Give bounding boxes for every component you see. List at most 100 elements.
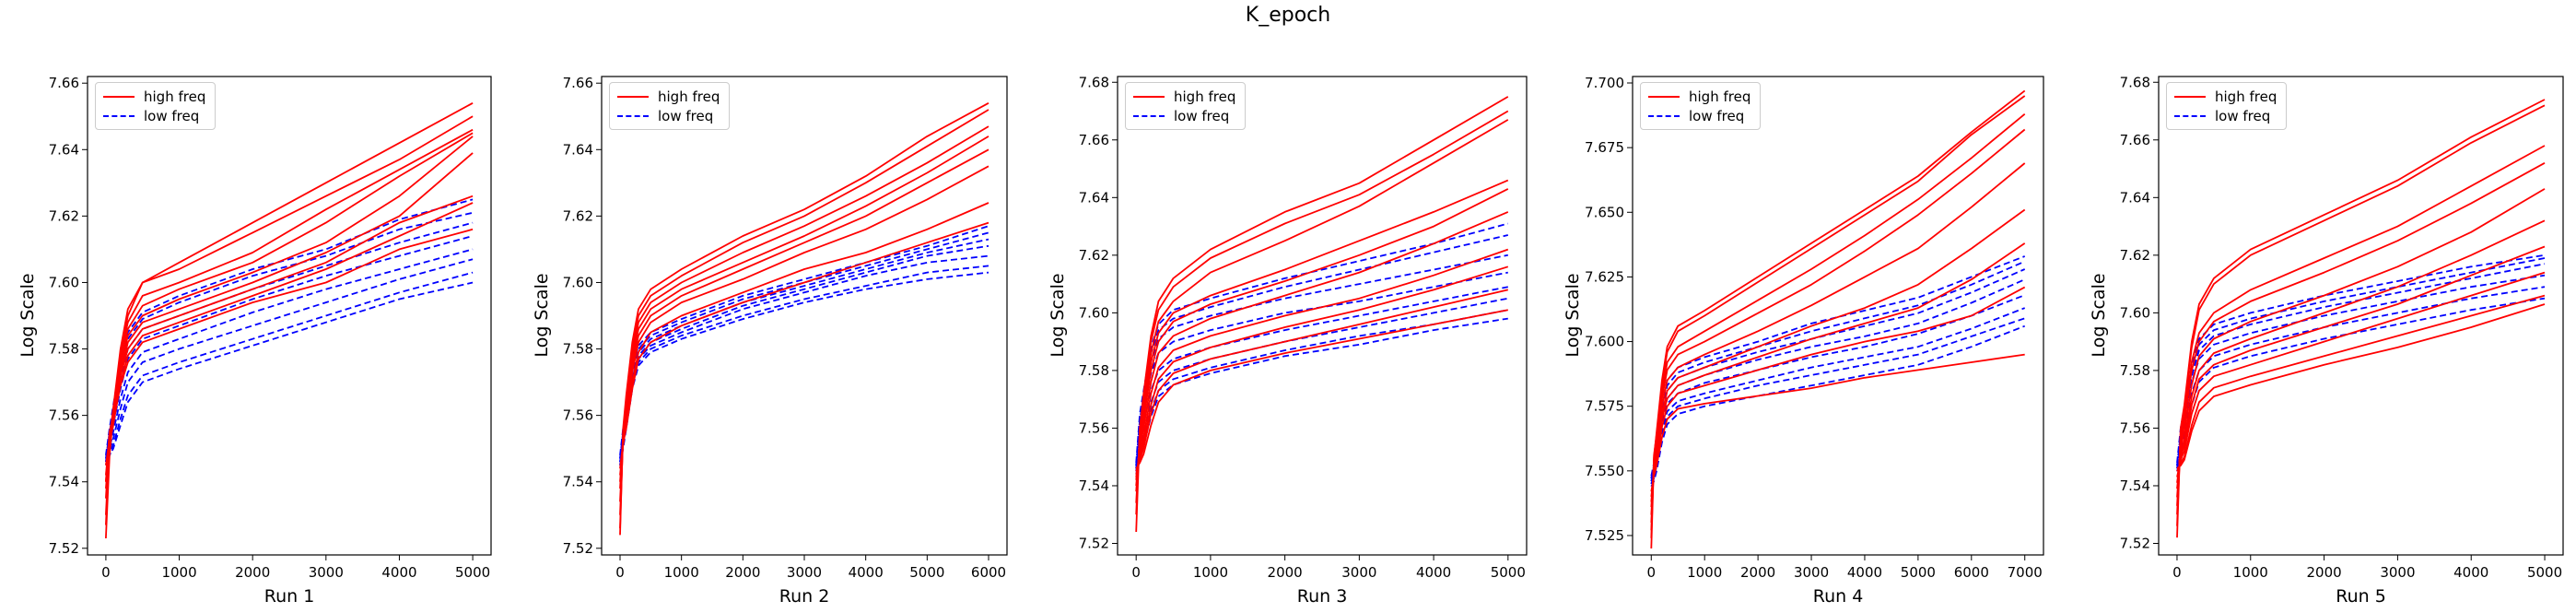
x-axis-label: Run 4	[1812, 586, 1864, 607]
legend: high freq low freq	[1125, 82, 1247, 130]
legend-entry-high-freq: high freq	[1133, 87, 1235, 106]
y-tick-label: 7.66	[563, 75, 593, 91]
x-tick-label: 3000	[787, 564, 822, 581]
legend-entry-high-freq: high freq	[103, 87, 205, 106]
series-line-low-freq	[2176, 286, 2546, 469]
legend-swatch	[617, 95, 649, 98]
y-tick-label: 7.60	[563, 274, 593, 290]
series-line-low-freq	[105, 235, 474, 463]
series-line-low-freq	[2176, 263, 2546, 466]
y-tick-label: 7.64	[2120, 189, 2150, 206]
x-tick-label: 0	[1646, 564, 1656, 581]
series-group	[1650, 89, 2026, 549]
legend: high freq low freq	[2166, 82, 2288, 130]
y-tick-label: 7.650	[1585, 204, 1624, 220]
x-tick-label: 4000	[1847, 564, 1882, 581]
y-tick-label: 7.62	[2120, 247, 2150, 264]
series-group	[105, 102, 474, 539]
legend-entry-low-freq: low freq	[1648, 106, 1751, 125]
series-line-high-freq	[1135, 248, 1509, 477]
y-axis-label: Log Scale	[18, 272, 38, 358]
x-tick-label: 7000	[2008, 564, 2043, 581]
y-tick-label: 7.62	[563, 207, 593, 224]
legend-swatch	[1133, 95, 1165, 98]
y-tick-label: 7.56	[563, 407, 593, 424]
series-line-high-freq	[2176, 145, 2546, 515]
series-line-low-freq	[105, 271, 474, 456]
series-line-low-freq	[105, 258, 474, 459]
x-tick-label: 5000	[1491, 564, 1526, 581]
x-tick-label: 4000	[381, 564, 416, 581]
y-tick-label: 7.52	[563, 540, 593, 557]
series-line-high-freq	[2176, 219, 2546, 489]
legend-label: high freq	[1689, 88, 1751, 105]
series-line-low-freq	[619, 225, 989, 456]
series-line-low-freq	[619, 231, 989, 459]
chart-panel-run-4: 0 1000 2000 3000 4000 5000 6000 7000 7.525 7.550 7…	[1548, 55, 2045, 613]
x-tick-label: 0	[101, 564, 111, 581]
x-tick-label: 5000	[1901, 564, 1936, 581]
legend-label: high freq	[2215, 88, 2277, 105]
series-line-low-freq	[619, 271, 989, 466]
legend-swatch	[103, 95, 135, 98]
series-line-high-freq	[2176, 162, 2546, 506]
y-tick-label: 7.60	[2120, 304, 2150, 321]
legend: high freq low freq	[1640, 82, 1762, 130]
chart-svg: 0 1000 2000 3000 4000 5000 6000 7000 7.525 7.550 7…	[1585, 75, 2044, 581]
legend-label: high freq	[658, 88, 720, 105]
series-line-high-freq	[1135, 110, 1509, 515]
y-tick-label: 7.550	[1585, 463, 1624, 479]
x-tick-label: 2000	[235, 564, 270, 581]
series-line-high-freq	[2176, 303, 2546, 469]
axes-frame	[2158, 76, 2564, 556]
y-tick-label: 7.62	[49, 207, 79, 224]
series-line-high-freq	[1650, 208, 2026, 508]
x-tick-label: 3000	[2380, 564, 2415, 581]
x-tick-label: 2000	[1740, 564, 1775, 581]
y-axis-label: Log Scale	[1563, 272, 1583, 358]
series-line-low-freq	[2176, 274, 2546, 469]
y-tick-label: 7.66	[49, 75, 79, 91]
series-line-low-freq	[1135, 317, 1508, 475]
series-line-high-freq	[1650, 286, 2026, 498]
x-tick-label: 2000	[2306, 564, 2341, 581]
y-axis-label: Log Scale	[532, 272, 552, 358]
series-line-low-freq	[1135, 271, 1508, 469]
series-line-high-freq	[2176, 104, 2546, 526]
axes-frame	[87, 76, 492, 556]
legend-swatch	[1648, 95, 1680, 98]
series-line-high-freq	[105, 195, 474, 476]
chart-svg: 0 1000 2000 3000 4000 5000 7.52 7.54 7.56 7.58 7.6…	[2120, 74, 2564, 581]
chart-panel-run-2: 0 1000 2000 3000 4000 5000 6000 7.52 7.54 7.56 7.5…	[516, 55, 1013, 613]
series-line-high-freq	[105, 136, 474, 482]
series-line-low-freq	[619, 265, 989, 466]
legend-swatch	[617, 114, 649, 117]
series-line-high-freq	[619, 221, 989, 469]
x-tick-label: 1000	[161, 564, 196, 581]
series-line-low-freq	[105, 248, 474, 466]
y-tick-label: 7.58	[49, 341, 79, 358]
legend-entry-high-freq: high freq	[617, 87, 720, 106]
series-line-low-freq	[1650, 317, 2025, 485]
y-tick-label: 7.525	[1585, 527, 1624, 544]
series-line-high-freq	[105, 102, 474, 539]
y-tick-label: 7.52	[1079, 535, 1109, 551]
series-group	[2176, 99, 2546, 538]
y-tick-label: 7.64	[1079, 189, 1109, 206]
legend-entry-high-freq: high freq	[2174, 87, 2277, 106]
y-tick-label: 7.58	[1079, 362, 1109, 379]
x-tick-label: 4000	[2453, 564, 2488, 581]
x-tick-label: 3000	[309, 564, 344, 581]
x-tick-label: 1000	[1193, 564, 1228, 581]
legend-label: high freq	[1174, 88, 1236, 105]
axes-frame	[1117, 76, 1528, 556]
y-tick-label: 7.575	[1585, 398, 1624, 415]
x-axis-label: Run 5	[2336, 586, 2386, 607]
series-line-low-freq	[619, 254, 989, 463]
series-line-high-freq	[1650, 128, 2026, 523]
y-tick-label: 7.66	[1079, 132, 1109, 148]
legend-entry-high-freq: high freq	[1648, 87, 1751, 106]
x-tick-label: 2000	[725, 564, 760, 581]
y-axis-label: Log Scale	[1048, 272, 1068, 358]
x-tick-label: 0	[2172, 564, 2182, 581]
